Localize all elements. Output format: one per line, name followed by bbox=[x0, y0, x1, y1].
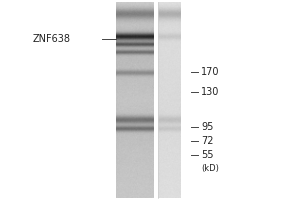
Text: 95: 95 bbox=[201, 122, 213, 132]
Text: 130: 130 bbox=[201, 87, 219, 97]
Text: ZNF638: ZNF638 bbox=[33, 34, 71, 44]
Text: 72: 72 bbox=[201, 136, 214, 146]
Text: 170: 170 bbox=[201, 67, 220, 77]
Text: 55: 55 bbox=[201, 150, 214, 160]
Text: (kD): (kD) bbox=[202, 164, 220, 173]
